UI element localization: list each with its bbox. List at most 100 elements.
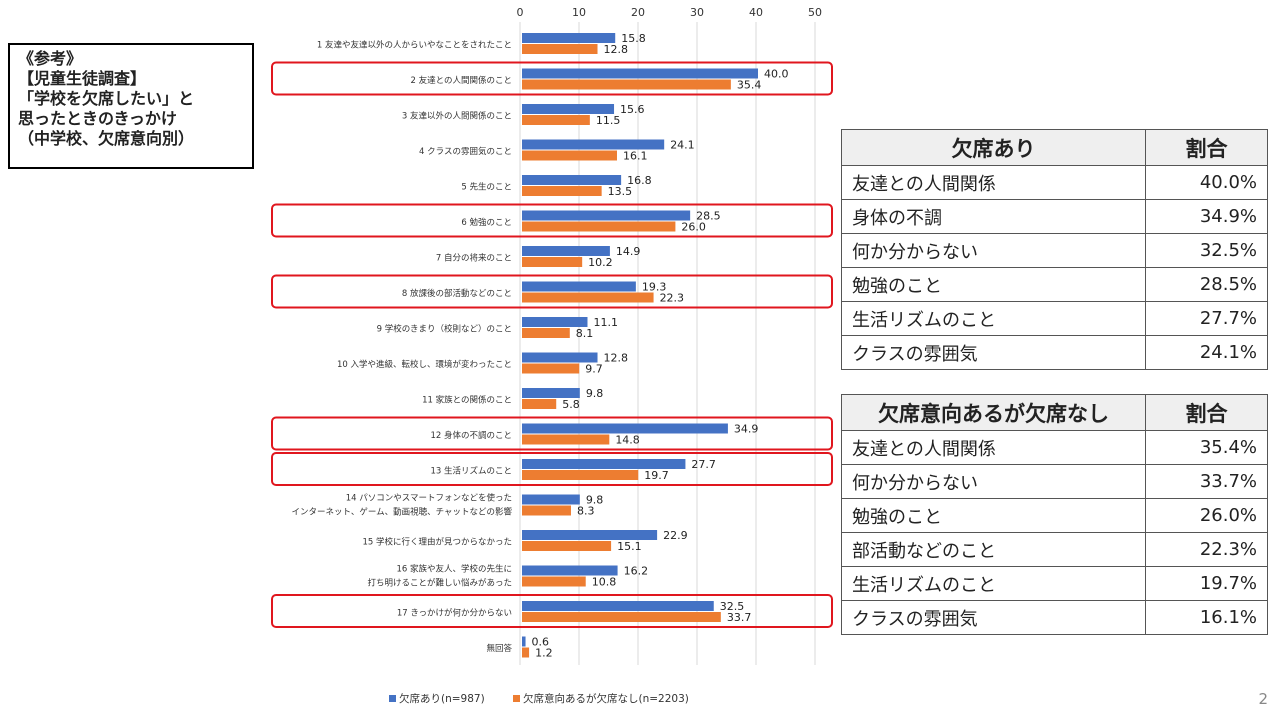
table-cell: 33.7% xyxy=(1145,464,1268,499)
table-cell: 何か分からない xyxy=(841,464,1146,499)
table-cell: 身体の不調 xyxy=(841,199,1146,234)
x-tick-label: 20 xyxy=(631,6,645,19)
bar-absent xyxy=(522,565,618,576)
bar-intent xyxy=(522,44,598,54)
bar-intent xyxy=(522,470,639,480)
legend-swatch-intent xyxy=(513,695,520,702)
table-row: 何か分からない 33.7% xyxy=(841,464,1268,499)
reference-line-1: 《参考》 xyxy=(18,49,83,68)
table-row: 生活リズムのこと 19.7% xyxy=(841,566,1268,601)
table-absent-header-label: 欠席あり xyxy=(841,129,1146,166)
data-label: 27.7 xyxy=(691,458,716,471)
data-label: 0.6 xyxy=(532,636,550,649)
category-label: 16 家族や友人、学校の先生に xyxy=(396,564,512,575)
slide-number: 2 xyxy=(1258,690,1268,708)
data-label: 9.7 xyxy=(585,363,603,376)
x-tick-label: 40 xyxy=(749,6,763,19)
table-absent: 欠席あり 割合 友達との人間関係 40.0% 身体の不調 34.9% 何か分からない… xyxy=(841,129,1268,370)
table-cell: 32.5% xyxy=(1145,233,1268,268)
table-row: 友達との人間関係 35.4% xyxy=(841,430,1268,465)
highlight-box xyxy=(271,274,833,309)
bar-intent xyxy=(522,292,654,303)
category-label: 10 入学や進級、転校し、環境が変わったこと xyxy=(337,359,512,370)
category-label: 3 友達以外の人間関係のこと xyxy=(402,111,512,122)
data-label: 22.3 xyxy=(660,292,685,305)
table-cell: 生活リズムのこと xyxy=(841,301,1146,336)
bar-absent xyxy=(522,352,598,363)
table-cell: 24.1% xyxy=(1145,335,1268,370)
table-row: 生活リズムのこと 27.7% xyxy=(841,301,1268,336)
data-label: 24.1 xyxy=(670,139,695,152)
table-cell: 生活リズムのこと xyxy=(841,566,1146,601)
data-label: 34.9 xyxy=(734,423,759,436)
category-label: 2 友達との人間関係のこと xyxy=(410,75,512,86)
category-label: 4 クラスの雰囲気のこと xyxy=(419,146,512,157)
table-row: 友達との人間関係 40.0% xyxy=(841,165,1268,200)
reference-line-3: 「学校を欠席したい」と xyxy=(18,89,195,108)
bar-absent xyxy=(522,246,610,256)
table-row: 勉強のこと 28.5% xyxy=(841,267,1268,302)
bar-absent xyxy=(522,388,580,398)
data-label: 10.2 xyxy=(588,256,613,269)
table-cell: 16.1% xyxy=(1145,600,1268,635)
bar-absent xyxy=(522,139,665,150)
reference-box: 《参考》 【児童生徒調査】 「学校を欠席したい」と 思ったときのきっかけ （中学… xyxy=(8,43,254,169)
data-label: 14.8 xyxy=(615,434,640,447)
table-intent-header-rate: 割合 xyxy=(1145,394,1268,431)
table-cell: 友達との人間関係 xyxy=(841,165,1146,200)
table-row: 部活動などのこと 22.3% xyxy=(841,532,1268,567)
bar-chart: 0 10 20 30 40 501 友達や友達以外の人からいやなことをされたこと15.81… xyxy=(271,6,833,705)
category-label: 17 きっかけが何か分からない xyxy=(397,608,512,619)
category-label: 15 学校に行く理由が見つからなかった xyxy=(362,537,512,548)
table-cell: 28.5% xyxy=(1145,267,1268,302)
table-intent-not-absent: 欠席意向あるが欠席なし 割合 友達との人間関係 35.4% 何か分からない 33.7… xyxy=(841,394,1268,635)
bar-intent xyxy=(522,257,583,267)
bar-absent xyxy=(522,317,588,327)
data-label: 9.8 xyxy=(586,494,604,507)
data-label: 15.6 xyxy=(620,103,645,116)
category-label: 1 友達や友達以外の人からいやなことをされたこと xyxy=(317,40,512,51)
bar-absent xyxy=(522,494,580,505)
x-tick-label: 10 xyxy=(572,6,586,19)
table-cell: 何か分からない xyxy=(841,233,1146,268)
data-label: 13.5 xyxy=(608,185,633,198)
x-tick-label: 30 xyxy=(690,6,704,19)
table-cell: 27.7% xyxy=(1145,301,1268,336)
category-label: 無回答 xyxy=(486,643,512,654)
data-label: 40.0 xyxy=(764,68,789,81)
bar-intent xyxy=(522,363,580,374)
bar-intent xyxy=(522,541,612,551)
table-cell: 40.0% xyxy=(1145,165,1268,200)
data-label: 19.7 xyxy=(644,469,669,482)
table-cell: 34.9% xyxy=(1145,199,1268,234)
table-cell: クラスの雰囲気 xyxy=(841,335,1146,370)
table-intent-header-label: 欠席意向あるが欠席なし xyxy=(841,394,1146,431)
table-cell: 19.7% xyxy=(1145,566,1268,601)
bar-intent xyxy=(522,221,676,232)
data-label: 11.1 xyxy=(593,316,618,329)
data-label: 33.7 xyxy=(727,611,752,624)
bar-absent xyxy=(522,459,686,469)
table-cell: 勉強のこと xyxy=(841,498,1146,533)
reference-line-2: 【児童生徒調査】 xyxy=(18,69,147,88)
category-label: 11 家族との関係のこと xyxy=(422,395,512,406)
legend-label-absent: 欠席あり(n=987) xyxy=(399,692,485,705)
bar-intent xyxy=(522,576,586,587)
legend-swatch-absent xyxy=(389,695,396,702)
bar-intent xyxy=(522,186,602,196)
table-cell: 友達との人間関係 xyxy=(841,430,1146,465)
data-label: 22.9 xyxy=(663,529,688,542)
data-label: 12.8 xyxy=(604,352,629,365)
x-tick-label: 50 xyxy=(808,6,822,19)
category-label: 5 先生のこと xyxy=(461,182,512,193)
highlight-box xyxy=(271,203,833,238)
category-label: 6 勉強のこと xyxy=(461,217,512,228)
data-label: 14.9 xyxy=(616,245,641,258)
data-label: 12.8 xyxy=(604,43,629,56)
highlight-box xyxy=(271,61,833,96)
table-cell: 勉強のこと xyxy=(841,267,1146,302)
table-absent-header-rate: 割合 xyxy=(1145,129,1268,166)
data-label: 35.4 xyxy=(737,79,762,92)
category-label: 8 放課後の部活動などのこと xyxy=(402,288,512,299)
data-label: 15.1 xyxy=(617,540,642,553)
